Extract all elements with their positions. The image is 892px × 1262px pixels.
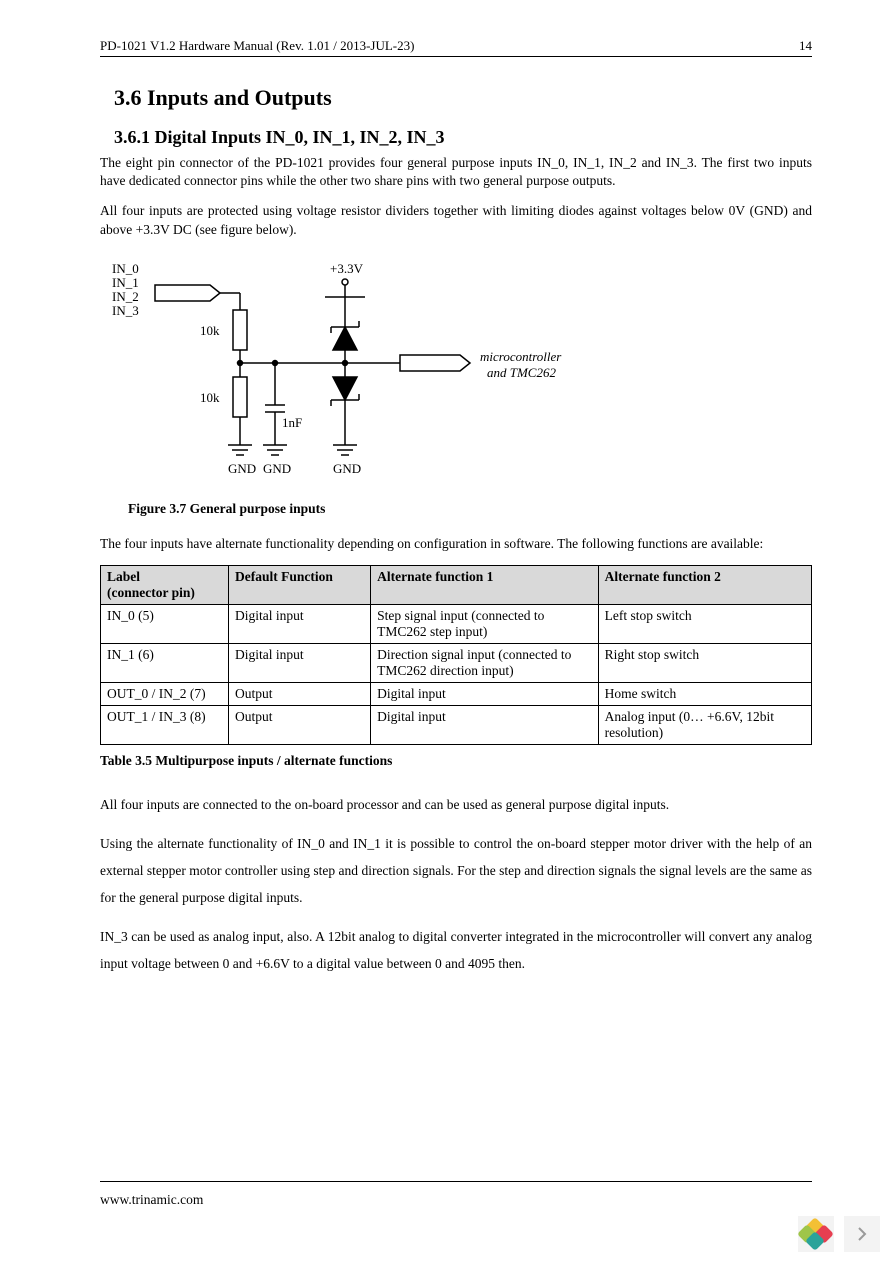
table-row: IN_1 (6)Digital inputDirection signal in… bbox=[101, 644, 812, 683]
paragraph-4: All four inputs are connected to the on-… bbox=[100, 791, 812, 818]
in0-label: IN_0 bbox=[112, 261, 139, 276]
cap-value: 1nF bbox=[282, 415, 302, 430]
table-cell: Right stop switch bbox=[598, 644, 811, 683]
table-cell: IN_0 (5) bbox=[101, 605, 229, 644]
table-cell: Digital input bbox=[228, 605, 370, 644]
out-label2: and TMC262 bbox=[487, 365, 556, 380]
table-cell: Output bbox=[228, 683, 370, 706]
table-cell: Output bbox=[228, 706, 370, 745]
th-alt2: Alternate function 2 bbox=[598, 566, 811, 605]
table-row: OUT_0 / IN_2 (7)OutputDigital inputHome … bbox=[101, 683, 812, 706]
paragraph-5: Using the alternate functionality of IN_… bbox=[100, 830, 812, 911]
r1-value: 10k bbox=[200, 323, 220, 338]
table-row: IN_0 (5)Digital inputStep signal input (… bbox=[101, 605, 812, 644]
header-page-number: 14 bbox=[799, 38, 812, 54]
footer-url: www.trinamic.com bbox=[100, 1192, 203, 1208]
table-cell: OUT_0 / IN_2 (7) bbox=[101, 683, 229, 706]
vcc-label: +3.3V bbox=[330, 261, 364, 276]
section-heading: 3.6 Inputs and Outputs bbox=[114, 85, 812, 111]
in2-label: IN_2 bbox=[112, 289, 139, 304]
table-cell: IN_1 (6) bbox=[101, 644, 229, 683]
gnd1: GND bbox=[228, 461, 256, 476]
paragraph-1: The eight pin connector of the PD-1021 p… bbox=[100, 154, 812, 190]
chevron-right-icon bbox=[856, 1226, 868, 1242]
table-cell: Left stop switch bbox=[598, 605, 811, 644]
logo-button[interactable] bbox=[798, 1216, 834, 1252]
table-cell: Step signal input (connected to TMC262 s… bbox=[371, 605, 599, 644]
paragraph-2: All four inputs are protected using volt… bbox=[100, 202, 812, 238]
th-default: Default Function bbox=[228, 566, 370, 605]
table-row: OUT_1 / IN_3 (8)OutputDigital inputAnalo… bbox=[101, 706, 812, 745]
th-label: Label(connector pin) bbox=[101, 566, 229, 605]
in3-label: IN_3 bbox=[112, 303, 139, 318]
subsection-heading: 3.6.1 Digital Inputs IN_0, IN_1, IN_2, I… bbox=[114, 127, 812, 148]
table-cell: Digital input bbox=[371, 683, 599, 706]
header-left: PD-1021 V1.2 Hardware Manual (Rev. 1.01 … bbox=[100, 38, 414, 54]
gnd2: GND bbox=[263, 461, 291, 476]
table-cell: Analog input (0… +6.6V, 12bit resolution… bbox=[598, 706, 811, 745]
viewer-nav bbox=[798, 1216, 880, 1252]
table-cell: Home switch bbox=[598, 683, 811, 706]
gnd3: GND bbox=[333, 461, 361, 476]
figure-caption: Figure 3.7 General purpose inputs bbox=[128, 501, 812, 517]
in1-label: IN_1 bbox=[112, 275, 139, 290]
th-alt1: Alternate function 1 bbox=[371, 566, 599, 605]
footer-rule bbox=[100, 1181, 812, 1182]
table-caption: Table 3.5 Multipurpose inputs / alternat… bbox=[100, 753, 812, 769]
next-page-button[interactable] bbox=[844, 1216, 880, 1252]
out-label1: microcontroller bbox=[480, 349, 562, 364]
paragraph-6: IN_3 can be used as analog input, also. … bbox=[100, 923, 812, 977]
table-cell: Direction signal input (connected to TMC… bbox=[371, 644, 599, 683]
table-cell: OUT_1 / IN_3 (8) bbox=[101, 706, 229, 745]
table-cell: Digital input bbox=[228, 644, 370, 683]
alternate-function-table: Label(connector pin) Default Function Al… bbox=[100, 565, 812, 745]
r2-value: 10k bbox=[200, 390, 220, 405]
page-header: PD-1021 V1.2 Hardware Manual (Rev. 1.01 … bbox=[100, 38, 812, 57]
circuit-diagram: IN_0 IN_1 IN_2 IN_3 10k 10k GN bbox=[100, 255, 640, 495]
paragraph-3: The four inputs have alternate functiona… bbox=[100, 535, 812, 553]
table-cell: Digital input bbox=[371, 706, 599, 745]
